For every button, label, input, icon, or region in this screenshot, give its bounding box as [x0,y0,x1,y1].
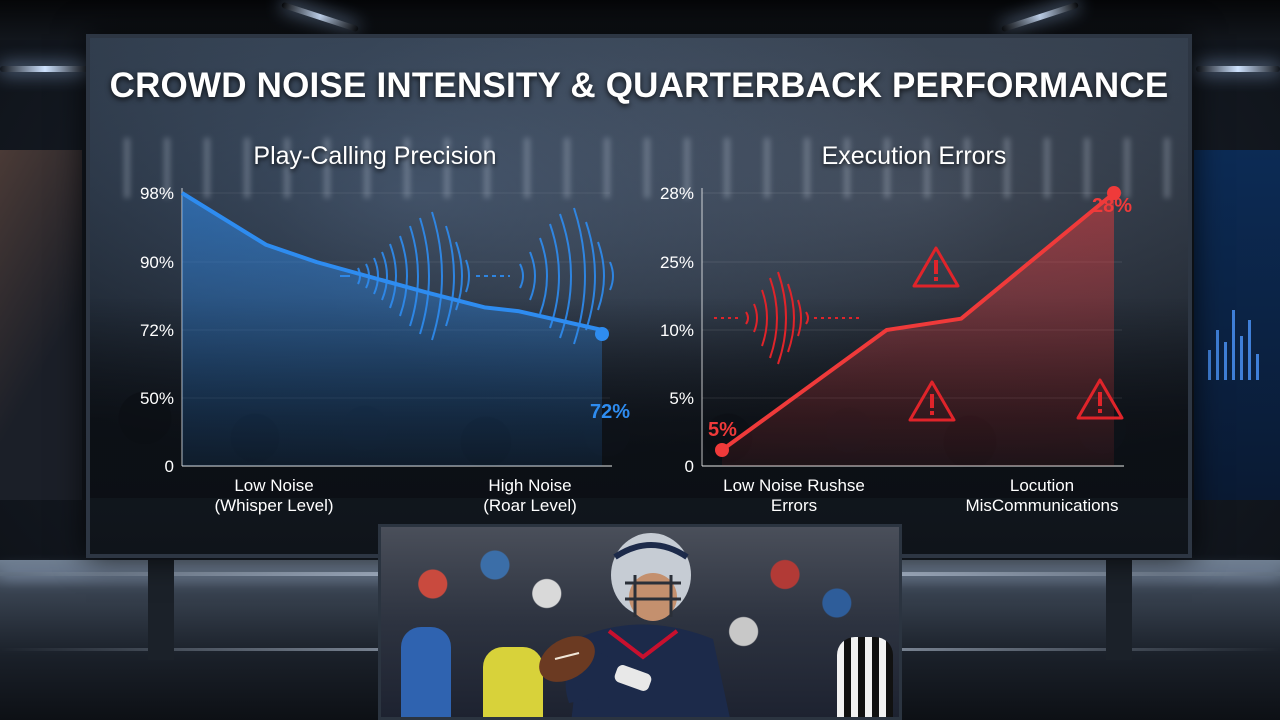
football [539,636,595,682]
desk-pillar [1106,560,1132,660]
studio-light [0,66,90,72]
right-x-category: MisCommunications [965,496,1118,515]
right-x-category: Low Noise Rushse [723,476,865,495]
face [629,573,677,621]
right-y-tick: 5% [669,389,694,408]
left-y-tick: 50% [140,389,174,408]
right-chart-title: Execution Errors [821,142,1007,170]
left-chart-title: Play-Calling Precision [253,142,497,170]
warning-triangle-icon [908,380,956,422]
crowd-fan [401,627,451,717]
left-y-tick: 0 [165,457,174,476]
errors-end-label: 28% [1092,195,1132,217]
left-y-tick: 72% [140,321,174,340]
main-display: CROWD NOISE INTENSITY & QUARTERBACK PERF… [86,34,1192,558]
errors-area [722,193,1114,466]
sound-wave-icon [340,207,614,345]
jersey [571,624,730,717]
precision-end-label: 72% [590,401,630,423]
warning-triangle-icon [1076,378,1124,420]
precision-area [182,193,602,466]
left-side-screen [0,150,82,500]
precision-line [180,191,603,332]
studio-light [1196,66,1280,72]
right-x-category: Errors [771,496,817,515]
left-x-category: Low Noise [234,476,313,495]
quarterback-inset-image [378,524,902,720]
errors-end-point [1107,186,1121,200]
left-chart: 98% 90% 72% 50% 0 72% [140,184,630,515]
right-y-tick: 28% [660,184,694,203]
right-y-tick: 0 [685,457,694,476]
right-x-category: Locution [1010,476,1074,495]
jersey-collar [607,629,679,660]
right-side-screen [1194,150,1280,500]
right-y-tick: 25% [660,253,694,272]
sound-wave-icon [714,271,860,365]
errors-start-point [715,443,729,457]
side-screen-bars [1208,300,1268,380]
crowd-fan [483,647,543,717]
football-laces [554,652,580,660]
wristband [614,665,652,691]
precision-end-point [595,327,609,341]
warning-triangle-icon [912,246,960,288]
errors-line [720,191,1116,452]
errors-start-label: 5% [708,419,737,441]
left-y-tick: 98% [140,184,174,203]
helmet-stripe [613,542,689,560]
main-title: CROWD NOISE INTENSITY & QUARTERBACK PERF… [109,66,1169,105]
left-x-category: (Roar Level) [483,496,577,515]
referee [837,637,893,717]
desk-pillar [148,560,174,660]
quarterback-illustration [539,533,730,717]
charts-svg: 98% 90% 72% 50% 0 72% [140,184,1132,515]
stadium-lights [90,138,1188,198]
face-mask [625,575,681,617]
left-x-category: High Noise [488,476,571,495]
right-y-tick: 10% [660,321,694,340]
left-x-category: (Whisper Level) [214,496,333,515]
right-chart: 28% 25% 10% 5% 0 5% 28% [660,184,1132,515]
left-y-tick: 90% [140,253,174,272]
